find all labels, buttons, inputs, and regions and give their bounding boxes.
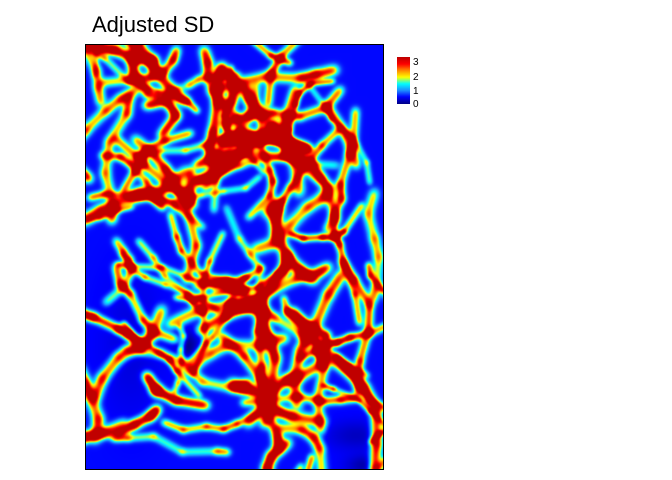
heatmap-panel (85, 44, 384, 470)
colorbar-tick-label: 3 (413, 57, 419, 68)
heatmap-raster (86, 45, 383, 469)
colorbar-tick-label: 0 (413, 99, 419, 110)
colorbar-tick-label: 1 (413, 86, 419, 97)
chart-title: Adjusted SD (92, 12, 215, 37)
colorbar-tick-label: 2 (413, 72, 419, 83)
colorbar (397, 57, 410, 104)
